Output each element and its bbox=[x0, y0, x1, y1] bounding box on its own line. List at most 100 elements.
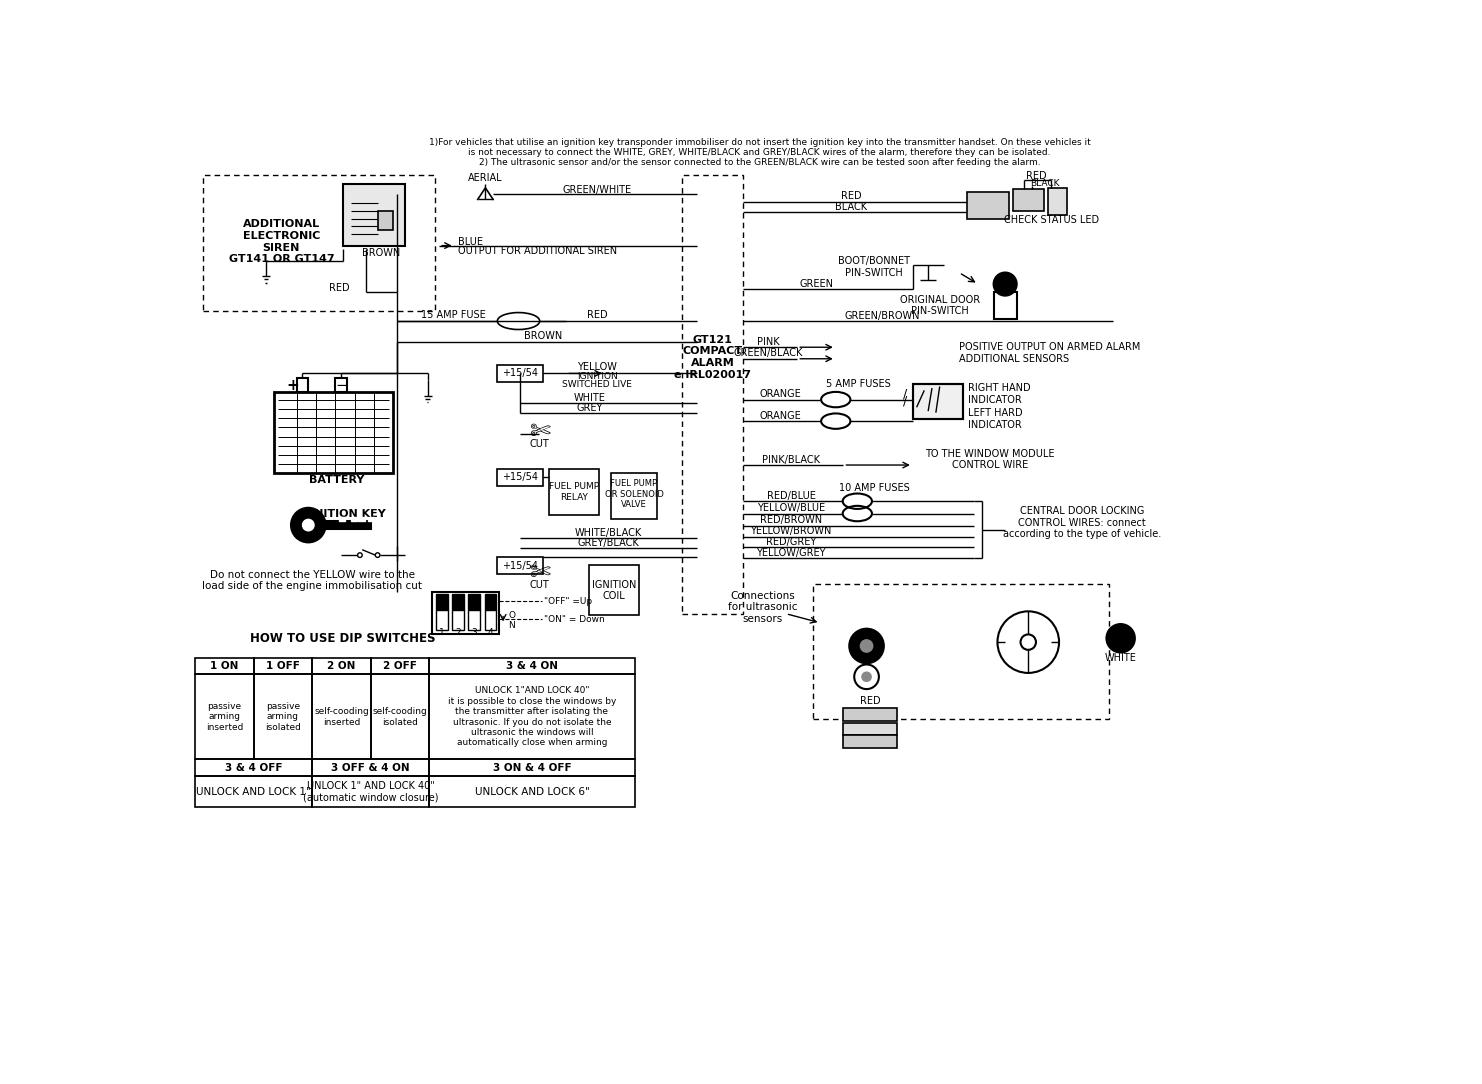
Text: ADDITIONAL SENSORS: ADDITIONAL SENSORS bbox=[959, 353, 1069, 364]
Bar bbox=[993, 292, 1017, 319]
Bar bbox=[253, 674, 313, 759]
Text: O
N: O N bbox=[508, 611, 516, 630]
Text: 1: 1 bbox=[439, 629, 445, 637]
Text: UNLOCK AND LOCK 1": UNLOCK AND LOCK 1" bbox=[196, 787, 311, 797]
Text: ADDITIONAL
ELECTRONIC
SIREN
GT141 OR GT147: ADDITIONAL ELECTRONIC SIREN GT141 OR GT1… bbox=[228, 219, 333, 264]
Text: RED/BROWN: RED/BROWN bbox=[760, 516, 823, 526]
Text: 3 OFF & 4 ON: 3 OFF & 4 ON bbox=[332, 763, 411, 773]
Text: ORIGINAL DOOR
PIN-SWITCH: ORIGINAL DOOR PIN-SWITCH bbox=[900, 295, 980, 317]
Text: WHITE: WHITE bbox=[574, 393, 605, 403]
Bar bbox=[430, 674, 634, 759]
Text: GREY: GREY bbox=[576, 403, 603, 413]
Text: BROWN: BROWN bbox=[362, 248, 400, 258]
Text: POSITIVE OUTPUT ON ARMED ALARM: POSITIVE OUTPUT ON ARMED ALARM bbox=[959, 343, 1140, 352]
Circle shape bbox=[849, 629, 883, 663]
Text: /: / bbox=[903, 388, 907, 401]
Bar bbox=[339, 517, 345, 521]
Text: HOW TO USE DIP SWITCHES: HOW TO USE DIP SWITCHES bbox=[250, 632, 436, 645]
Text: IGNITION: IGNITION bbox=[576, 372, 618, 380]
Text: GREEN: GREEN bbox=[799, 279, 833, 289]
Text: GREEN/WHITE: GREEN/WHITE bbox=[563, 185, 631, 195]
Bar bbox=[436, 610, 448, 630]
Text: ORANGE: ORANGE bbox=[759, 411, 802, 421]
Text: 10 AMP FUSES: 10 AMP FUSES bbox=[839, 483, 910, 493]
Bar bbox=[296, 378, 308, 392]
Bar bbox=[203, 175, 436, 311]
Text: PINK/BLACK: PINK/BLACK bbox=[762, 454, 820, 465]
Text: CENTRAL DOOR LOCKING
CONTROL WIRES: connect
according to the type of vehicle.: CENTRAL DOOR LOCKING CONTROL WIRES: conn… bbox=[1003, 506, 1162, 540]
Text: 1 ON: 1 ON bbox=[210, 661, 239, 671]
Text: 1 OFF: 1 OFF bbox=[265, 661, 299, 671]
Text: is not necessary to connect the WHITE, GREY, WHITE/BLACK and GREY/BLACK wires of: is not necessary to connect the WHITE, G… bbox=[468, 147, 1051, 157]
Bar bbox=[196, 776, 313, 806]
Text: CUT: CUT bbox=[529, 580, 550, 590]
Text: "OFF" =Up: "OFF" =Up bbox=[544, 597, 591, 606]
Bar bbox=[430, 658, 634, 674]
Bar bbox=[452, 610, 464, 630]
Text: RED: RED bbox=[587, 310, 608, 320]
Bar bbox=[368, 517, 373, 521]
Circle shape bbox=[357, 553, 362, 557]
Bar bbox=[370, 658, 430, 674]
Circle shape bbox=[375, 553, 379, 557]
Text: RED/BLUE: RED/BLUE bbox=[766, 491, 815, 501]
Bar bbox=[253, 658, 313, 674]
Bar bbox=[378, 211, 393, 230]
Text: "ON" = Down: "ON" = Down bbox=[544, 615, 605, 623]
Bar bbox=[496, 365, 544, 382]
Text: BLUE: BLUE bbox=[458, 236, 483, 247]
Bar bbox=[966, 192, 1009, 219]
Text: RED: RED bbox=[329, 283, 350, 293]
Bar bbox=[843, 708, 898, 722]
Text: RIGHT HAND
INDICATOR: RIGHT HAND INDICATOR bbox=[968, 384, 1031, 405]
Bar bbox=[1012, 190, 1043, 211]
Bar bbox=[274, 392, 393, 473]
Text: 2) The ultrasonic sensor and/or the sensor connected to the GREEN/BLACK wire can: 2) The ultrasonic sensor and/or the sens… bbox=[479, 158, 1040, 167]
Bar bbox=[468, 610, 480, 630]
Text: ORANGE: ORANGE bbox=[759, 389, 802, 399]
Text: AERIAL: AERIAL bbox=[468, 172, 502, 183]
Text: YELLOW: YELLOW bbox=[576, 362, 617, 372]
Text: YELLOW/GREY: YELLOW/GREY bbox=[756, 547, 825, 558]
Text: IGNITION KEY: IGNITION KEY bbox=[301, 508, 385, 518]
Text: WHITE: WHITE bbox=[1104, 653, 1137, 662]
Bar bbox=[485, 594, 496, 610]
Bar bbox=[485, 610, 496, 630]
Text: WHITE/BLACK: WHITE/BLACK bbox=[575, 528, 642, 538]
Text: CUT: CUT bbox=[529, 439, 550, 449]
Text: +15/54: +15/54 bbox=[502, 369, 538, 378]
Text: passive
arming
inserted: passive arming inserted bbox=[206, 702, 243, 732]
Bar bbox=[313, 658, 370, 674]
Text: SWITCHED LIVE: SWITCHED LIVE bbox=[562, 379, 631, 389]
Circle shape bbox=[1107, 624, 1135, 653]
Bar bbox=[313, 776, 430, 806]
Bar bbox=[370, 674, 430, 759]
Bar bbox=[313, 759, 430, 776]
Circle shape bbox=[861, 640, 873, 653]
Bar bbox=[196, 658, 253, 674]
Bar bbox=[496, 557, 544, 575]
Text: 3 ON & 4 OFF: 3 ON & 4 OFF bbox=[492, 763, 571, 773]
Bar bbox=[359, 517, 365, 521]
Text: self-cooding
inserted: self-cooding inserted bbox=[314, 707, 369, 726]
Text: passive
arming
isolated: passive arming isolated bbox=[265, 702, 301, 732]
Bar bbox=[843, 723, 898, 735]
Text: BATTERY: BATTERY bbox=[310, 476, 365, 486]
Text: CHECK STATUS LED: CHECK STATUS LED bbox=[1003, 215, 1100, 225]
Text: OUTPUT FOR ADDITIONAL SIREN: OUTPUT FOR ADDITIONAL SIREN bbox=[458, 246, 618, 256]
Bar bbox=[351, 517, 357, 521]
Text: 15 AMP FUSE: 15 AMP FUSE bbox=[421, 310, 486, 320]
Bar bbox=[913, 384, 963, 418]
Bar bbox=[431, 592, 499, 634]
Text: 2 ON: 2 ON bbox=[328, 661, 356, 671]
Text: TO THE WINDOW MODULE
CONTROL WIRE: TO THE WINDOW MODULE CONTROL WIRE bbox=[925, 449, 1055, 470]
Bar bbox=[430, 759, 634, 776]
Text: self-cooding
isolated: self-cooding isolated bbox=[372, 707, 427, 726]
Text: 3 & 4 ON: 3 & 4 ON bbox=[505, 661, 559, 671]
Circle shape bbox=[854, 664, 879, 689]
Circle shape bbox=[302, 519, 314, 530]
Bar bbox=[468, 594, 480, 610]
Text: +15/54: +15/54 bbox=[502, 473, 538, 482]
Text: 1)For vehicles that utilise an ignition key transponder immobiliser do not inser: 1)For vehicles that utilise an ignition … bbox=[428, 138, 1091, 146]
Text: YELLOW/BROWN: YELLOW/BROWN bbox=[750, 526, 831, 537]
